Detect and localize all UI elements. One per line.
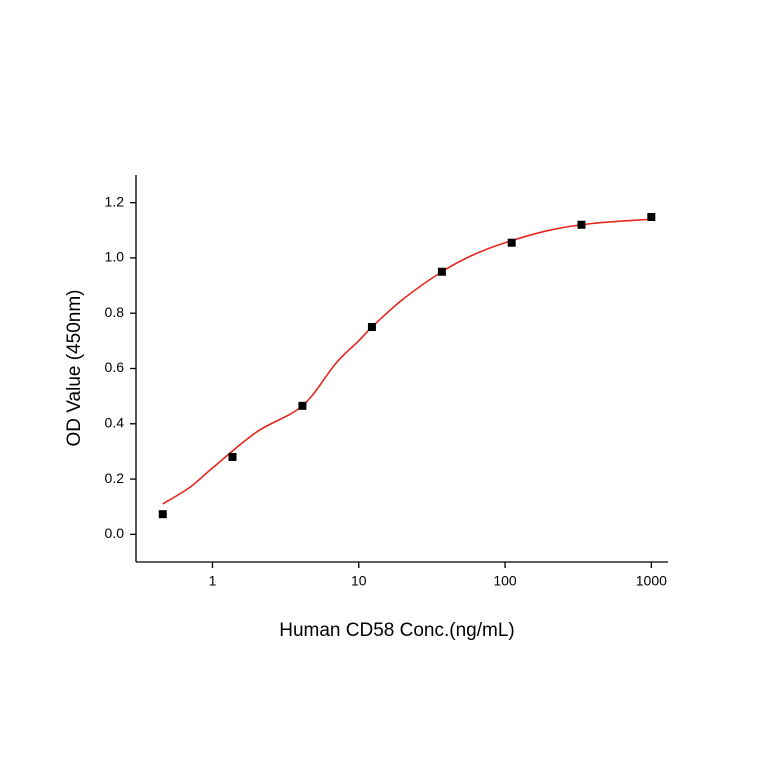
- x-tick-label: 10: [351, 573, 367, 589]
- data-point: [158, 510, 167, 519]
- x-axis-title: Human CD58 Conc.(ng/mL): [279, 620, 514, 641]
- y-tick-label: 1.0: [105, 249, 125, 265]
- data-point: [367, 323, 376, 332]
- x-tick-label: 1: [209, 573, 217, 589]
- data-point: [507, 238, 516, 247]
- fit-curve: [162, 218, 652, 505]
- y-tick-label: 0.8: [105, 304, 125, 320]
- y-tick-label: 0.4: [105, 414, 125, 430]
- data-point: [577, 220, 586, 229]
- x-tick-label: 100: [493, 573, 517, 589]
- data-point: [647, 213, 656, 222]
- y-tick-label: 0.0: [105, 525, 125, 541]
- data-point: [228, 452, 237, 461]
- data-point: [298, 401, 307, 410]
- x-tick-label: 1000: [636, 573, 667, 589]
- data-point: [437, 267, 446, 276]
- y-tick-label: 1.2: [105, 193, 125, 209]
- y-tick-label: 0.2: [105, 470, 125, 486]
- y-tick-label: 0.6: [105, 359, 125, 375]
- y-axis-title: OD Value (450nm): [64, 290, 85, 447]
